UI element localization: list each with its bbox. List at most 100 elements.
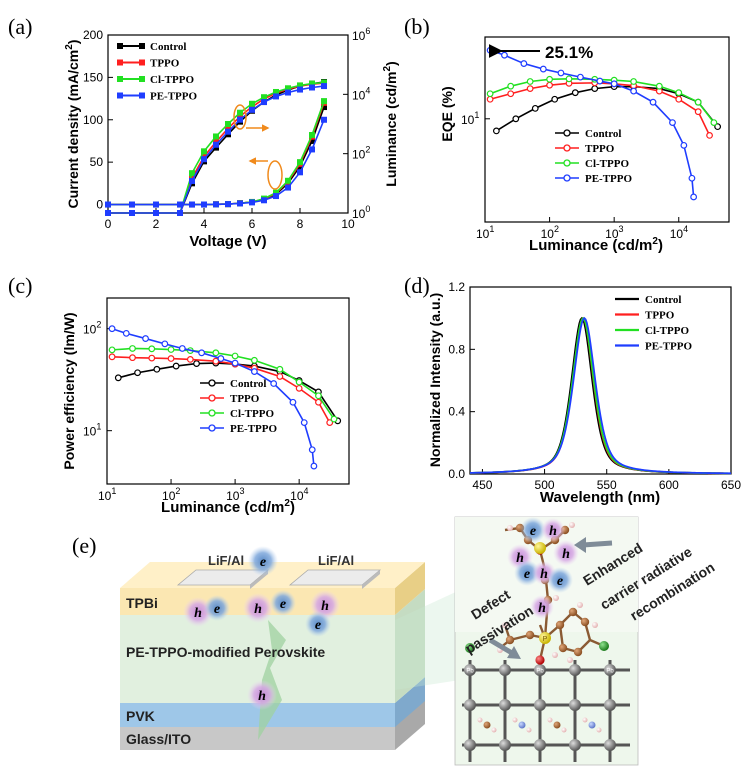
legend-label: Cl-TPPO xyxy=(150,74,194,86)
panel-label-b: (b) xyxy=(404,14,430,39)
data-point xyxy=(276,365,284,373)
glass-side xyxy=(395,700,425,750)
data-point xyxy=(315,392,322,400)
data-point xyxy=(710,119,718,127)
hole-label: h xyxy=(540,567,548,582)
zoom-connector xyxy=(395,590,460,690)
legend-label: TPPO xyxy=(150,58,180,70)
y-tick-label: 50 xyxy=(90,155,104,169)
data-point xyxy=(310,462,318,470)
data-point xyxy=(649,98,657,106)
hole-label: h xyxy=(538,601,546,616)
x-tick-label: 104 xyxy=(670,224,688,241)
hole-glow xyxy=(243,593,273,623)
data-point xyxy=(675,89,683,97)
data-point xyxy=(167,355,175,362)
data-point xyxy=(507,90,515,98)
hole: h xyxy=(530,595,554,619)
pb-atom-label: Pb xyxy=(606,669,614,675)
hydrogen-atom xyxy=(567,657,573,663)
hole: h xyxy=(243,593,273,623)
perovskite-side xyxy=(395,589,425,703)
pb-atom xyxy=(534,664,546,676)
chart-d: 450 500 550 600 650 0.0 0.4 0.8 1.2 Wavelength (n… xyxy=(427,280,741,506)
electron-glow xyxy=(248,546,278,576)
x-tick-label: 104 xyxy=(290,486,308,503)
legend-marker xyxy=(563,174,571,182)
electron-label: e xyxy=(530,524,536,539)
x-tick-label: 103 xyxy=(605,224,623,241)
data-point xyxy=(308,446,316,454)
pb-lattice: Pb Pb Pb xyxy=(462,643,630,762)
annotation-label: 25.1% xyxy=(545,43,593,62)
cation-atom xyxy=(483,721,491,729)
x-tick-label: 10 xyxy=(341,217,355,231)
electron-label: e xyxy=(315,618,321,633)
pb-atom xyxy=(534,699,546,711)
x-axis-title: Luminance (cd/m2) xyxy=(161,498,295,516)
data-point xyxy=(655,82,663,90)
data-point xyxy=(512,115,520,123)
y-tick-label: 102 xyxy=(83,320,101,337)
y-right-tick-label: 104 xyxy=(352,85,370,102)
electrode-right-side xyxy=(362,570,380,589)
x-tick-label: 600 xyxy=(659,478,679,492)
electron-glow xyxy=(305,611,331,637)
y-right-tick-label: 102 xyxy=(352,145,370,162)
data-point xyxy=(630,78,638,85)
panel-label-c: (c) xyxy=(8,273,32,298)
phosphorus-atom xyxy=(539,632,551,644)
hole-label: h xyxy=(254,602,262,617)
electron-label: e xyxy=(557,574,563,589)
y-right-tick-label: 106 xyxy=(352,26,370,43)
chlorine-atom xyxy=(599,641,609,651)
legend-label: PE-TPPO xyxy=(230,423,277,435)
passivation-arrowhead xyxy=(507,646,521,659)
data-point xyxy=(193,360,200,367)
y-tick-label: 1.2 xyxy=(448,280,465,294)
current-line xyxy=(108,119,325,206)
hole-glow xyxy=(553,540,579,566)
annotation-ellipse xyxy=(267,160,283,190)
y-right-axis-title: Luminance (cd/m2) xyxy=(382,61,399,186)
electron: e xyxy=(305,611,331,637)
data-point xyxy=(486,90,494,98)
data-point xyxy=(142,335,149,342)
x-tick-label: 8 xyxy=(297,217,304,231)
cation-atom xyxy=(588,721,596,729)
hole-label: h xyxy=(549,524,557,539)
series-line xyxy=(495,85,719,132)
data-point xyxy=(122,329,130,337)
data-point xyxy=(167,346,175,353)
data-point xyxy=(326,419,334,427)
hole: h xyxy=(541,518,565,542)
plot-frame xyxy=(484,36,730,223)
hydrogen-atom xyxy=(491,727,497,733)
data-point xyxy=(520,60,528,67)
hole-label: h xyxy=(516,551,524,566)
electron-glow xyxy=(547,567,573,593)
hydrogen-atom xyxy=(596,727,602,733)
data-point xyxy=(129,345,136,352)
legend-marker xyxy=(208,379,216,387)
legend-marker xyxy=(563,129,571,137)
hole-glow xyxy=(530,595,554,619)
data-point xyxy=(217,355,225,362)
data-point xyxy=(129,354,136,362)
data-point xyxy=(507,82,515,90)
legend-marker xyxy=(208,424,216,432)
emission-beam xyxy=(258,620,286,740)
data-point xyxy=(148,354,156,362)
data-point xyxy=(690,193,698,201)
pb-atom xyxy=(534,739,546,751)
y-tick-label: 100 xyxy=(83,113,103,127)
x-tick-label: 103 xyxy=(226,486,244,503)
data-point xyxy=(531,104,539,112)
hole: h xyxy=(247,680,277,710)
pb-atom xyxy=(569,739,581,751)
panel-label-d: (d) xyxy=(404,273,430,298)
legend-label: PE-TPPO xyxy=(150,91,197,103)
carbon-atom xyxy=(573,647,583,657)
